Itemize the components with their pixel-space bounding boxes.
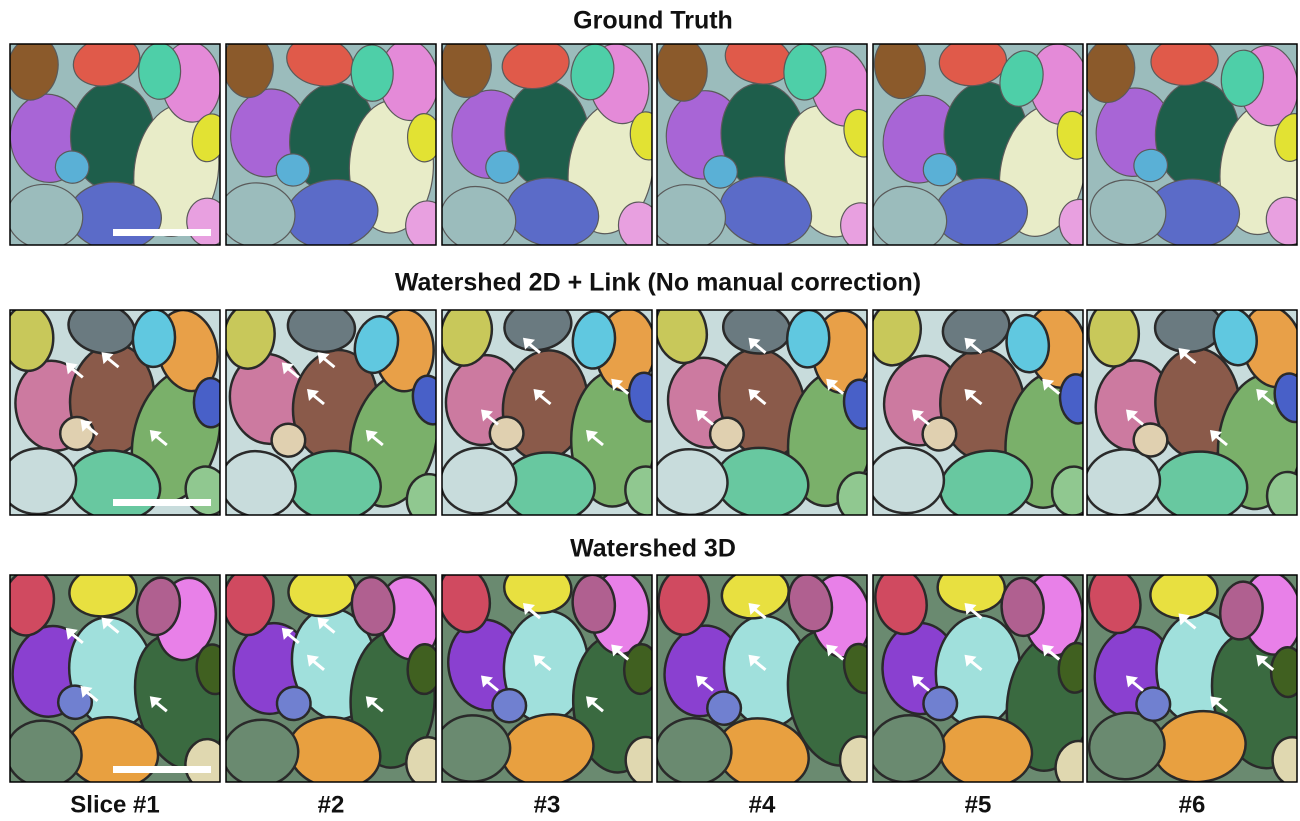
scale-bar xyxy=(113,229,211,236)
cell xyxy=(433,714,511,783)
column-label: #5 xyxy=(965,791,992,818)
column-label: #6 xyxy=(1179,791,1206,818)
segmentation-panel xyxy=(0,563,236,794)
column-label: #4 xyxy=(749,791,776,818)
cell xyxy=(1271,647,1300,697)
segmentation-panel xyxy=(863,562,1103,795)
figure: Ground Truth Watershed 2D + Link (No man… xyxy=(0,0,1300,821)
segmentation-panel xyxy=(435,32,667,258)
cell xyxy=(623,644,659,695)
segmentation-panel xyxy=(1079,35,1300,250)
cell xyxy=(1000,577,1044,637)
segmentation-panel xyxy=(219,564,450,795)
cell xyxy=(786,309,830,368)
segmentation-panel xyxy=(217,30,449,255)
cell xyxy=(138,43,180,100)
segmentation-panel xyxy=(649,293,882,524)
segmentation-panel xyxy=(647,28,888,256)
segmentation-panel xyxy=(1080,300,1300,524)
segmentation-panel xyxy=(865,31,1105,259)
scale-bar xyxy=(113,766,211,773)
segmentation-panel xyxy=(654,563,887,798)
column-label: Slice #1 xyxy=(70,791,159,818)
scale-bar xyxy=(113,499,211,506)
row-title: Watershed 2D + Link (No manual correctio… xyxy=(395,269,921,297)
segmentation-panel xyxy=(1082,562,1300,791)
row-title: Ground Truth xyxy=(573,7,733,35)
segmentation-panel xyxy=(0,296,234,526)
cell xyxy=(440,32,492,97)
segmentation-panel xyxy=(214,299,453,526)
segmentation-panel xyxy=(433,561,673,793)
cell xyxy=(223,569,274,636)
cell xyxy=(194,378,228,428)
cell xyxy=(868,447,945,514)
column-label: #3 xyxy=(534,791,561,818)
segmentation-panel xyxy=(863,295,1098,528)
row-title: Watershed 3D xyxy=(570,535,736,563)
column-label: #2 xyxy=(318,791,345,818)
cell xyxy=(492,689,526,722)
segmentation-panel xyxy=(435,296,671,524)
segmentation-panel xyxy=(1,30,231,254)
